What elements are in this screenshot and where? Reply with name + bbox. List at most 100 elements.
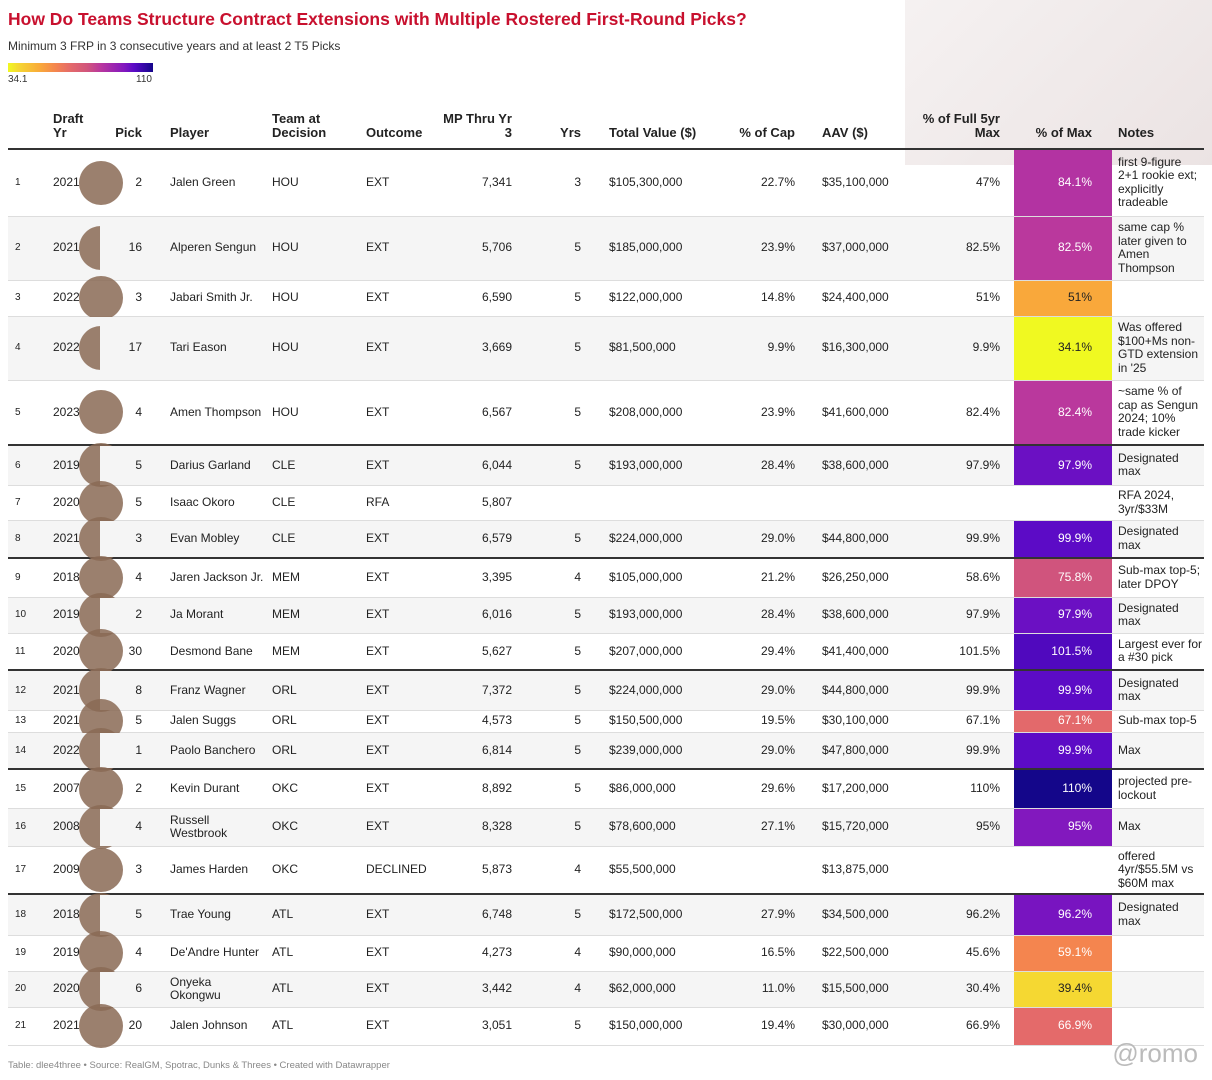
cell-text: 101.5% (1051, 643, 1092, 658)
cell-text: 4,573 (481, 713, 512, 728)
cell: $34,500,000 (803, 894, 910, 936)
table-row: 14 2022 1 Paolo Banchero ORL EXT 6,814 5 $239,00… (8, 728, 1204, 773)
cell-text: Trae Young (170, 907, 231, 921)
cell-text: 5 (574, 781, 581, 795)
table-row: 20 2020 6 Onyeka Okongwu ATL EXT 3,442 4 $62,000… (8, 967, 1204, 1011)
cell: $105,300,000 (590, 149, 725, 217)
cell: 29.0% (725, 520, 803, 559)
cell-text: 21.2% (760, 570, 795, 584)
table-row: 15 2007 2 Kevin Durant OKC EXT 8,892 5 $86,000,0… (8, 766, 1204, 811)
legend-gradient (8, 63, 153, 72)
cell: 5 (520, 633, 590, 671)
cell-text: Kevin Durant (170, 781, 240, 795)
table-row: 19 2019 4 De'Andre Hunter ATL EXT 4,273 4 $90,00… (8, 931, 1204, 975)
cell-text: $150,000,000 (609, 1018, 683, 1033)
cell: 66.9% (1010, 1007, 1112, 1046)
cell-text: 2 (135, 781, 142, 795)
cell-text: $30,100,000 (822, 713, 889, 728)
cell: $207,000,000 (590, 633, 725, 671)
cell-text: 6 (15, 459, 21, 471)
cell-text: 29.6% (760, 781, 795, 795)
cell: 7,341 (440, 149, 520, 217)
heat-cell (1014, 597, 1112, 633)
cell: 58.6% (910, 558, 1010, 598)
cell: 2018 (45, 555, 123, 600)
cell: 96.2% (910, 894, 1010, 936)
cell: $78,600,000 (590, 808, 725, 847)
cell-text: 45.6% (965, 945, 1000, 960)
cell: 3 (100, 846, 150, 895)
cell-text: $193,000,000 (609, 607, 683, 622)
cell-text: 16 (15, 821, 27, 833)
cell: EXT (360, 149, 440, 217)
cell: ATL (265, 1007, 360, 1046)
cell: 6,590 (440, 280, 520, 317)
cell-text: 5 (574, 1018, 581, 1033)
cell-text: MEM (272, 570, 300, 584)
cell-text: 2 (135, 607, 142, 622)
cell: $41,600,000 (803, 380, 910, 446)
cell-text: Designated max (1118, 524, 1179, 552)
cell: 1 (8, 149, 45, 217)
header-cell: Pick (100, 104, 150, 150)
cell-text: projected pre-lockout (1118, 774, 1193, 802)
cell: 14 (8, 732, 45, 770)
cell-text: $81,500,000 (609, 340, 676, 355)
cell-text: 29.4% (760, 643, 795, 658)
cell-text: same cap % later given to Amen Thompson (1118, 220, 1187, 275)
cell: 2 (100, 149, 150, 217)
cell: 2009 (45, 846, 123, 895)
cell-text: 97.9% (965, 607, 1000, 622)
cell-text: 11 (15, 645, 26, 657)
cell-text: $122,000,000 (609, 290, 683, 305)
cell-text: 19 (15, 947, 27, 959)
cell: Max (1112, 732, 1204, 770)
table-row: 9 2018 4 Jaren Jackson Jr. MEM EXT 3,395 4 $105,… (8, 555, 1204, 600)
cell: 2020 (45, 480, 123, 525)
cell: 5 (520, 316, 590, 381)
cell: 2021 (45, 216, 123, 281)
cell-text: Darius Garland (170, 457, 251, 472)
cell: 67.1% (910, 710, 1010, 733)
cell: Tari Eason (150, 316, 265, 381)
cell: 5 (520, 710, 590, 733)
cell-text: 7,341 (481, 175, 512, 189)
cell-text: 101.5% (959, 643, 1000, 658)
cell-text: ATL (272, 981, 294, 996)
cell-text: $86,000,000 (609, 781, 676, 795)
table-row: 10 2019 2 Ja Morant MEM EXT 6,016 5 $193,000,000… (8, 593, 1204, 637)
cell-text: Designated max (1118, 900, 1179, 928)
cell: Designated max (1112, 597, 1204, 634)
cell: 2018 (45, 892, 123, 937)
cell: 95% (1010, 808, 1112, 847)
cell-text: $207,000,000 (609, 643, 683, 658)
cell: projected pre-lockout (1112, 769, 1204, 809)
cell-text: 18 (15, 909, 27, 920)
cell-text: RFA 2024, 3yr/$33M (1118, 488, 1175, 516)
cell-text: Onyeka Okongwu (170, 974, 221, 1002)
cell-text: $41,600,000 (822, 404, 889, 419)
cell-text: 14 (15, 744, 27, 756)
cell-text: $22,500,000 (822, 945, 889, 960)
cell-text: EXT (366, 643, 390, 658)
cell: 16.5% (725, 935, 803, 972)
cell: HOU (265, 216, 360, 281)
cell: Jabari Smith Jr. (150, 280, 265, 317)
cell-text: 84.1% (1057, 175, 1092, 189)
heat-cell (1014, 446, 1112, 485)
cell: 5 (520, 670, 590, 711)
cell: 20 (8, 971, 45, 1008)
cell-text: Evan Mobley (170, 531, 240, 545)
cell-text: 5 (574, 819, 581, 834)
cell: 84.1% (1010, 149, 1112, 217)
header-cell: Notes (1112, 104, 1204, 150)
cell-text: 15 (15, 783, 27, 794)
cell-text: 82.5% (965, 240, 1000, 255)
cell-text: 5 (574, 404, 581, 419)
table-row: 4 2022 17 Tari Eason HOU EXT 3,669 5 $81,500,000… (8, 316, 1204, 381)
cell-text: $208,000,000 (609, 404, 683, 419)
cell-text: EXT (366, 290, 390, 305)
cell-text: 67.1% (965, 713, 1000, 728)
cell: Jalen Johnson (150, 1007, 265, 1046)
cell-text: 13 (15, 715, 27, 727)
